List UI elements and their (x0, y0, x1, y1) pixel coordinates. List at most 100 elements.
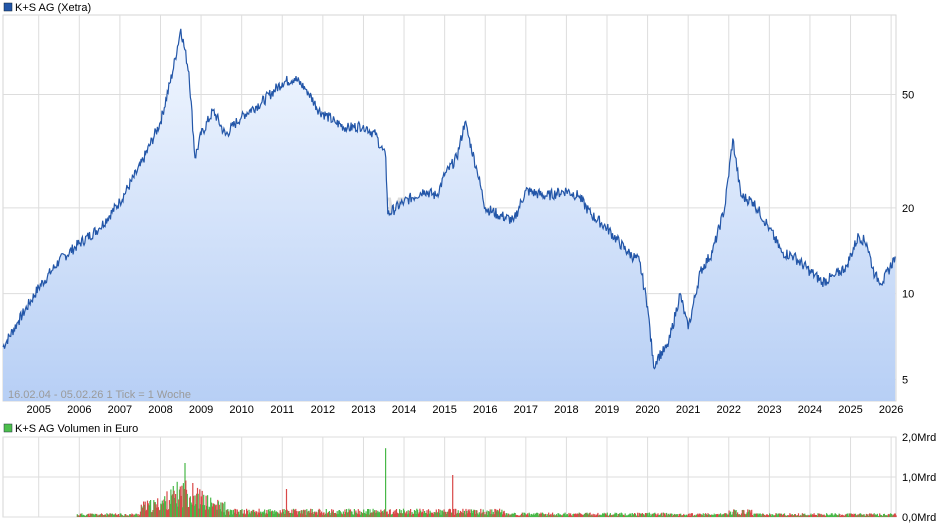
volume-bar (667, 514, 669, 517)
volume-bar (497, 510, 499, 517)
volume-bar (169, 503, 171, 517)
volume-bar (767, 515, 769, 517)
volume-bar (703, 515, 705, 517)
volume-bar (794, 514, 796, 517)
volume-bar (81, 513, 83, 517)
volume-y-tick-label: 0,0Mrd (902, 512, 936, 524)
price-x-tick-label: 2008 (148, 404, 172, 416)
volume-bar (244, 514, 246, 517)
volume-bar (429, 510, 431, 517)
volume-bar (654, 512, 656, 517)
range-label: 16.02.04 - 05.02.26 1 Tick = 1 Woche (8, 389, 191, 401)
volume-bar (525, 515, 527, 517)
volume-bar (208, 506, 210, 517)
price-x-tick-label: 2014 (392, 404, 416, 416)
volume-bar (888, 513, 890, 517)
volume-bar (683, 513, 685, 517)
volume-bar (264, 514, 266, 517)
volume-bar (265, 512, 267, 517)
volume-bar (815, 514, 817, 517)
volume-bar (535, 513, 537, 517)
volume-bar (664, 513, 666, 517)
volume-bar (652, 513, 654, 517)
volume-bar (593, 515, 595, 517)
volume-bar (727, 514, 729, 517)
volume-bar (638, 512, 640, 517)
volume-bar (848, 513, 850, 517)
volume-bar (881, 515, 883, 517)
price-x-tick-label: 2015 (432, 404, 456, 416)
volume-bar (159, 509, 161, 517)
volume-bar (153, 502, 156, 517)
volume-bar (739, 514, 741, 517)
volume-bar (563, 513, 565, 517)
volume-bar (175, 494, 177, 517)
volume-bar (611, 515, 613, 517)
volume-bar (378, 512, 380, 517)
volume-bar (366, 514, 368, 517)
volume-bar (596, 514, 598, 517)
volume-bar (609, 514, 611, 517)
volume-bar (399, 509, 401, 517)
volume-bar (886, 515, 888, 517)
volume-bar (500, 512, 502, 517)
volume-bar (385, 448, 387, 517)
volume-bar (580, 513, 582, 517)
price-x-tick-label: 2006 (67, 404, 91, 416)
volume-bar (587, 514, 590, 517)
volume-bar (406, 511, 408, 517)
volume-bar (670, 513, 672, 517)
volume-bar (134, 514, 136, 517)
volume-bar (137, 514, 139, 517)
volume-bar (575, 513, 577, 517)
volume-bar (227, 509, 229, 517)
volume-bar (719, 514, 721, 517)
volume-bar (730, 511, 732, 517)
volume-bar (506, 513, 508, 517)
volume-bar (662, 515, 664, 517)
volume-bar (486, 510, 488, 517)
volume-bar (139, 511, 142, 517)
volume-bar (652, 513, 654, 517)
volume-bar (457, 510, 459, 517)
volume-bar (460, 511, 462, 517)
volume-bar (678, 514, 680, 517)
volume-bar (870, 513, 872, 517)
volume-bar (515, 514, 517, 517)
volume-bar (815, 515, 818, 517)
volume-bar (879, 513, 881, 517)
volume-bar (828, 516, 830, 517)
volume-bar (570, 515, 572, 517)
volume-bar (630, 515, 633, 517)
volume-bar (346, 509, 348, 517)
volume-bar (89, 515, 91, 517)
volume-bar (306, 512, 309, 517)
volume-bar (228, 511, 230, 517)
volume-bar (862, 514, 864, 517)
volume-bar (474, 509, 476, 517)
volume-bar (889, 514, 891, 517)
volume-bar (544, 514, 546, 517)
volume-bar (548, 514, 551, 517)
volume-bar (568, 512, 570, 517)
volume-bar (615, 513, 617, 517)
volume-bar (673, 514, 675, 517)
volume-bar (489, 509, 491, 517)
volume-bar (674, 514, 676, 517)
volume-bar (570, 513, 572, 517)
volume-bar (698, 514, 700, 517)
volume-bar (347, 512, 349, 517)
volume-y-tick-label: 2,0Mrd (902, 432, 936, 444)
volume-bar (511, 513, 513, 517)
volume-bar (182, 483, 184, 517)
volume-bar (581, 514, 583, 517)
volume-bar (732, 511, 734, 517)
volume-bar (719, 513, 722, 517)
volume-bar (637, 512, 639, 517)
volume-bar (292, 508, 295, 517)
volume-bar (733, 509, 736, 517)
volume-bar (734, 510, 736, 517)
volume-bar (784, 515, 786, 517)
volume-bar (645, 513, 647, 517)
volume-bar (207, 495, 209, 517)
